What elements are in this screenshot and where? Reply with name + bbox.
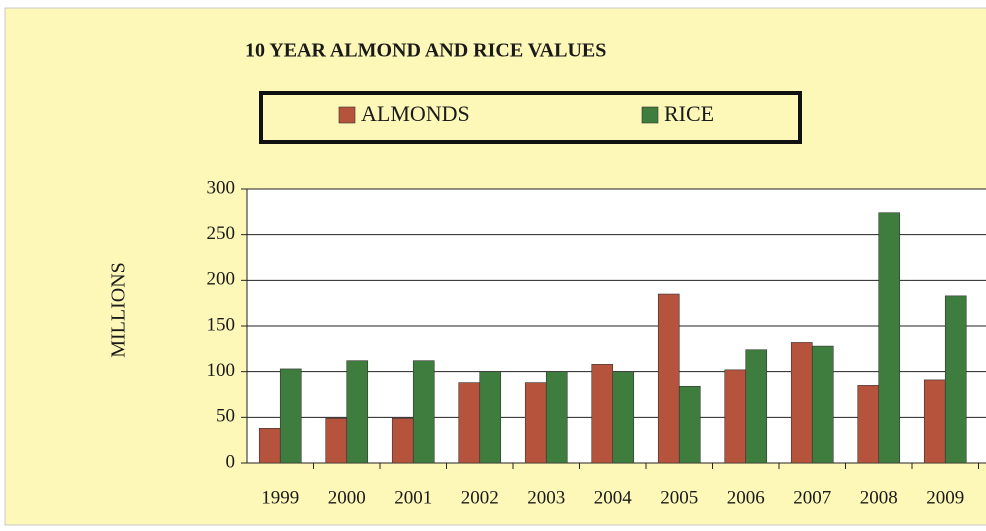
- x-tick-label: 2000: [328, 487, 366, 508]
- bar: [857, 385, 880, 464]
- bar: [545, 371, 568, 464]
- x-tick-label: 2005: [660, 487, 698, 508]
- bar: [678, 385, 701, 464]
- bar: [391, 417, 414, 464]
- bar: [591, 364, 614, 464]
- legend-box: [259, 91, 802, 144]
- bar: [346, 360, 369, 464]
- bar: [944, 295, 967, 464]
- x-tick-label: 2004: [594, 487, 633, 508]
- legend-swatch: [338, 106, 356, 124]
- bar: [279, 368, 302, 464]
- bar: [524, 382, 547, 464]
- x-tick-label: 2009: [926, 487, 964, 508]
- bar: [657, 293, 680, 464]
- bar: [878, 212, 901, 464]
- bar: [923, 379, 946, 464]
- y-tick-label: 200: [207, 269, 236, 290]
- y-axis-label: MILLIONS: [108, 262, 130, 358]
- y-tick-label: 300: [207, 177, 236, 198]
- bar: [612, 371, 635, 464]
- bar: [479, 371, 502, 464]
- y-tick-label: 250: [207, 223, 236, 244]
- x-tick-label: 2001: [394, 487, 432, 508]
- bar: [790, 342, 813, 464]
- y-tick-label: 100: [207, 360, 236, 381]
- bar: [258, 427, 281, 464]
- chart-title: 10 YEAR ALMOND AND RICE VALUES: [245, 40, 606, 62]
- legend-label: ALMONDS: [361, 101, 470, 126]
- bar: [724, 369, 747, 464]
- y-tick-label: 50: [216, 406, 235, 427]
- y-tick-label: 150: [207, 314, 236, 335]
- x-tick-label: 1999: [261, 487, 299, 508]
- bar: [412, 360, 435, 464]
- bar: [325, 417, 348, 464]
- x-tick-label: 2002: [461, 487, 499, 508]
- legend-label: RICE: [664, 101, 714, 126]
- x-tick-label: 2003: [527, 487, 565, 508]
- x-tick-label: 2006: [727, 487, 765, 508]
- x-tick-label: 2007: [793, 487, 831, 508]
- y-tick-label: 0: [226, 451, 236, 472]
- legend-swatch: [641, 106, 659, 124]
- bar: [811, 345, 834, 464]
- x-tick-label: 2008: [860, 487, 898, 508]
- bar: [745, 349, 768, 464]
- bar: [458, 382, 481, 464]
